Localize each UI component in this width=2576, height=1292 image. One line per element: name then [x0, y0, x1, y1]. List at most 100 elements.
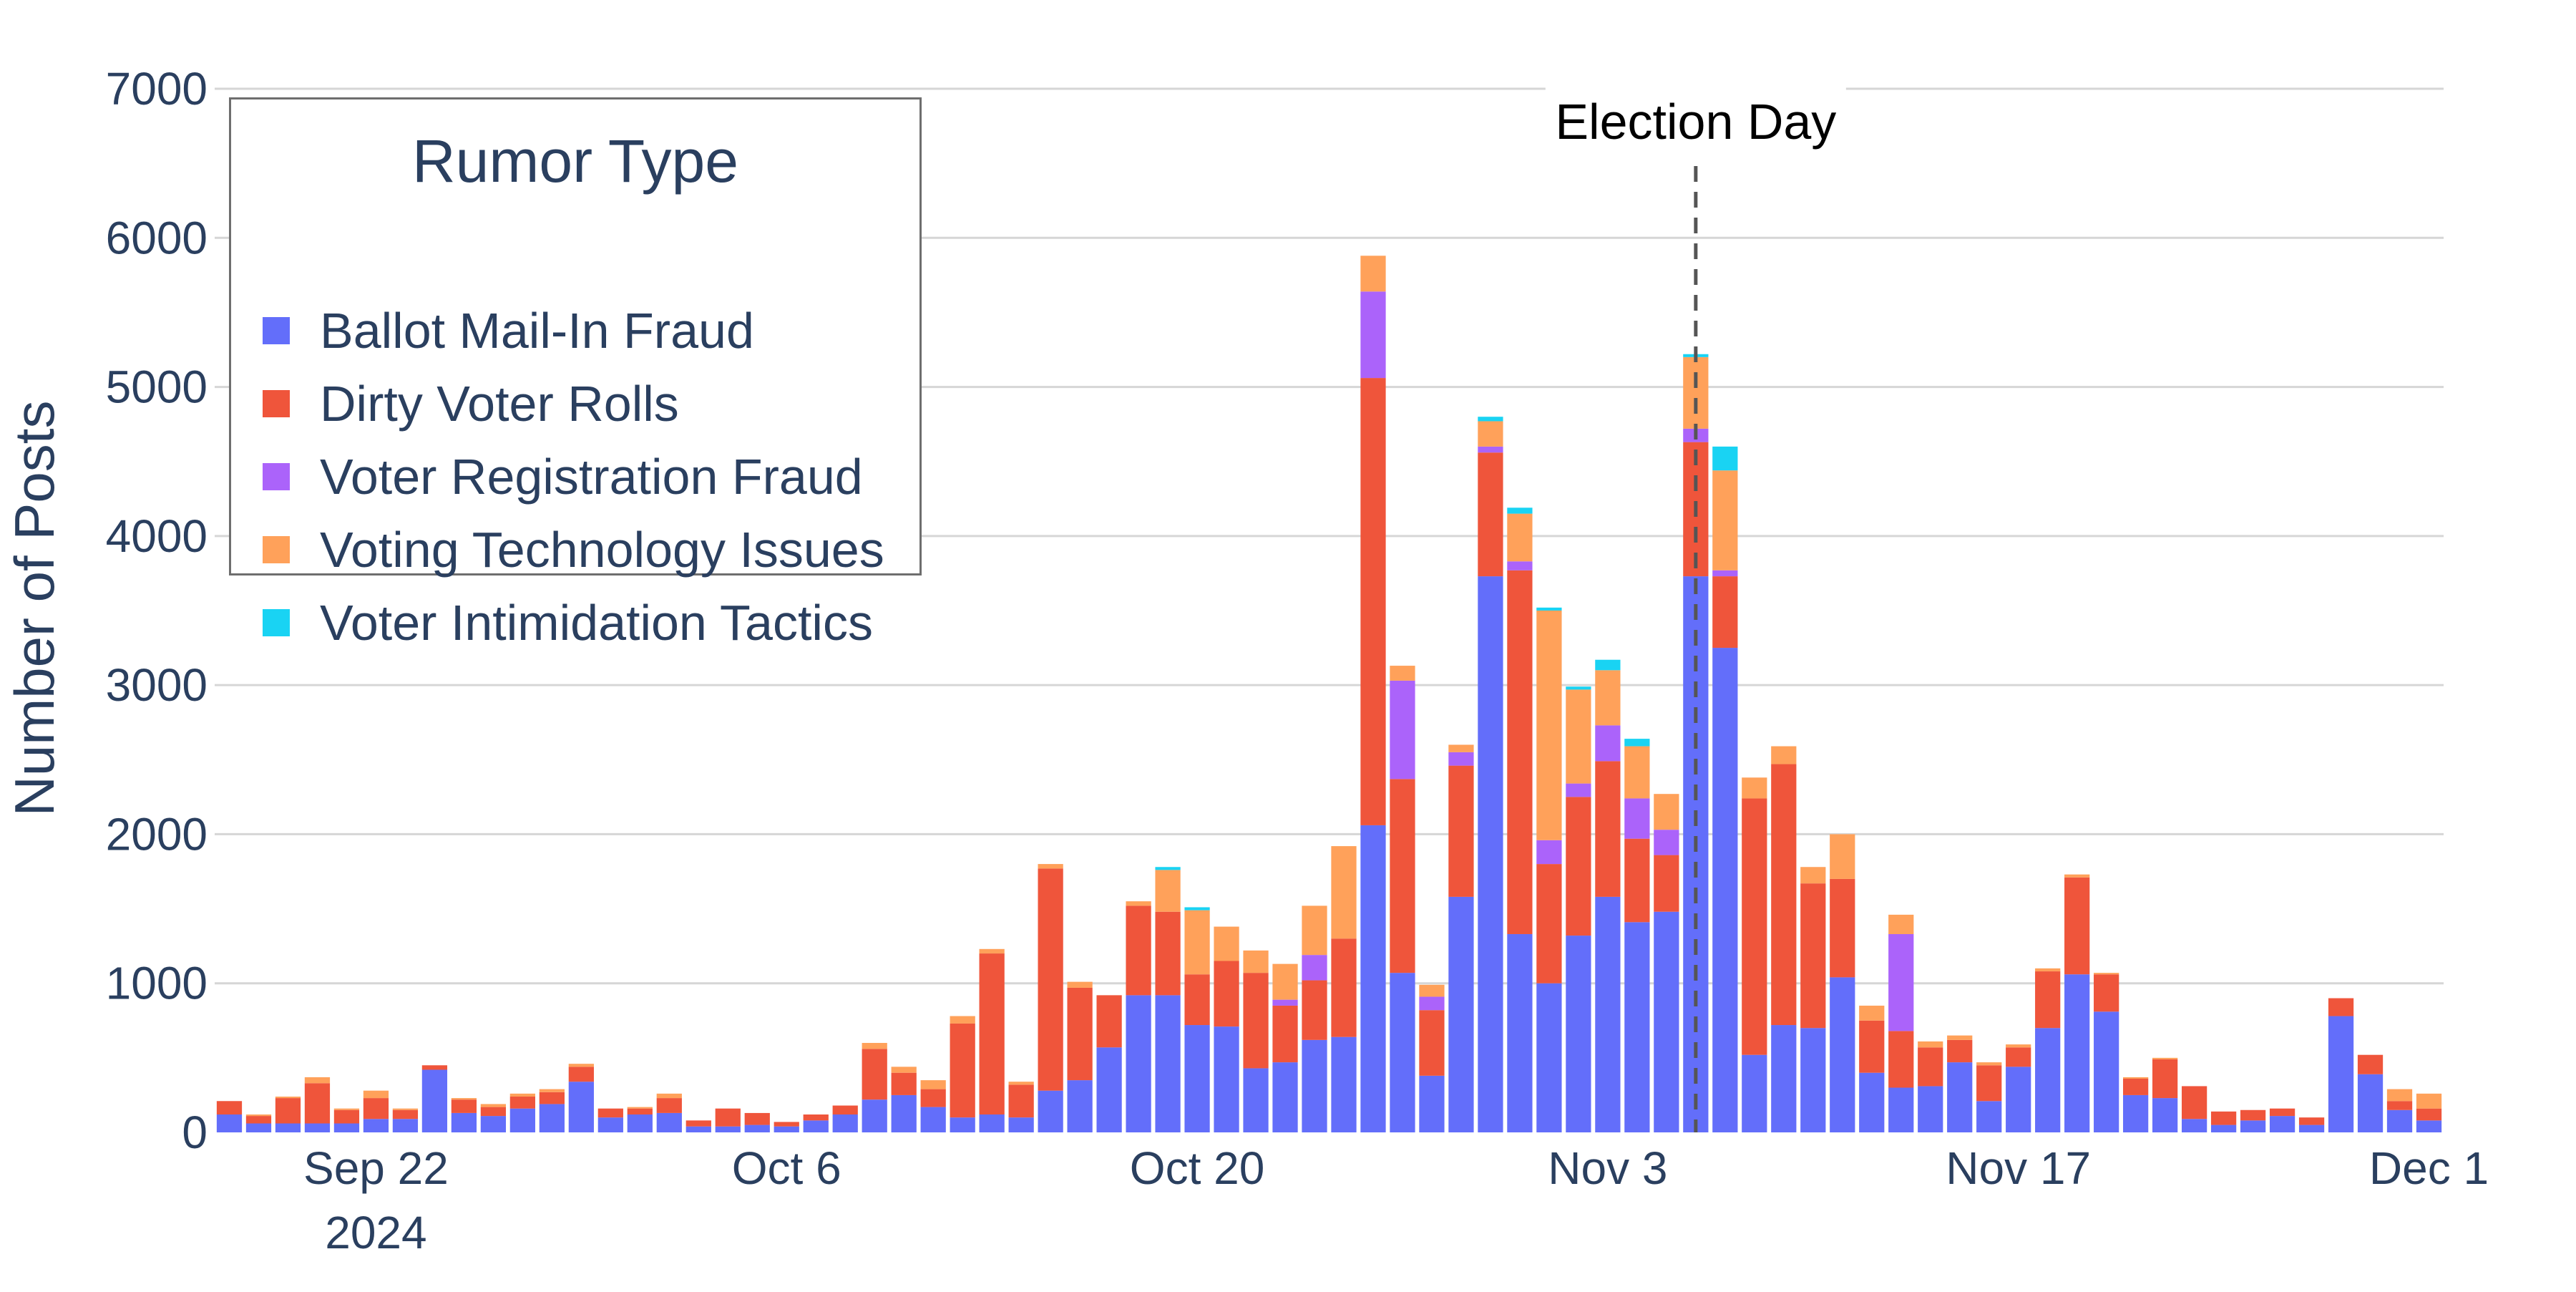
bar-segment[interactable]: [803, 1114, 829, 1121]
bar-segment[interactable]: [1390, 973, 1415, 1132]
bar-segment[interactable]: [568, 1082, 594, 1132]
bar-segment[interactable]: [979, 953, 1005, 1115]
bar-segment[interactable]: [950, 1117, 975, 1132]
bar-segment[interactable]: [1507, 933, 1533, 1132]
bar-segment[interactable]: [627, 1107, 653, 1109]
bar-segment[interactable]: [1448, 744, 1474, 752]
bar-segment[interactable]: [1096, 995, 1122, 1048]
bar-segment[interactable]: [832, 1105, 858, 1115]
bar-segment[interactable]: [539, 1089, 565, 1092]
bar-segment[interactable]: [1888, 914, 1914, 934]
bar-segment[interactable]: [2298, 1117, 2325, 1125]
bar-segment[interactable]: [656, 1112, 682, 1132]
bar-segment[interactable]: [2152, 1057, 2178, 1059]
bar-segment[interactable]: [1566, 686, 1591, 690]
bar-segment[interactable]: [1067, 1080, 1093, 1132]
bar-segment[interactable]: [2386, 1089, 2413, 1102]
bar-segment[interactable]: [1683, 356, 1709, 429]
bar-segment[interactable]: [2357, 1054, 2384, 1074]
bar-segment[interactable]: [1331, 846, 1357, 939]
bar-segment[interactable]: [1096, 1047, 1122, 1132]
bar-segment[interactable]: [1800, 867, 1826, 884]
bar-segment[interactable]: [1566, 797, 1591, 936]
bar-segment[interactable]: [1302, 905, 1327, 956]
bar-segment[interactable]: [1507, 561, 1533, 570]
bar-segment[interactable]: [2328, 998, 2354, 1016]
bar-segment[interactable]: [275, 1097, 301, 1099]
bar-segment[interactable]: [1243, 1068, 1269, 1132]
bar-segment[interactable]: [1595, 725, 1621, 762]
bar-segment[interactable]: [1390, 680, 1415, 779]
bar-segment[interactable]: [1243, 973, 1269, 1069]
bar-segment[interactable]: [1008, 1082, 1034, 1085]
bar-segment[interactable]: [2064, 974, 2090, 1132]
bar-segment[interactable]: [656, 1093, 682, 1099]
bar-segment[interactable]: [979, 1114, 1005, 1132]
bar-segment[interactable]: [1536, 983, 1562, 1132]
bar-segment[interactable]: [1536, 840, 1562, 865]
legend-item-voter-intimidation-tactics[interactable]: Voter Intimidation Tactics: [263, 591, 873, 655]
bar-segment[interactable]: [2210, 1125, 2237, 1132]
bar-segment[interactable]: [1214, 926, 1239, 961]
bar-segment[interactable]: [1038, 1090, 1063, 1132]
bar-segment[interactable]: [1712, 576, 1738, 649]
bar-segment[interactable]: [1595, 896, 1621, 1132]
bar-segment[interactable]: [1712, 470, 1738, 570]
bar-segment[interactable]: [891, 1072, 917, 1095]
bar-segment[interactable]: [1448, 896, 1474, 1132]
bar-segment[interactable]: [1947, 1035, 1973, 1040]
bar-segment[interactable]: [1712, 648, 1738, 1132]
bar-segment[interactable]: [1008, 1117, 1034, 1132]
bar-segment[interactable]: [451, 1098, 477, 1100]
bar-segment[interactable]: [1008, 1084, 1034, 1118]
bar-segment[interactable]: [1507, 570, 1533, 934]
bar-segment[interactable]: [774, 1126, 799, 1132]
bar-segment[interactable]: [2210, 1111, 2237, 1125]
bar-segment[interactable]: [2064, 874, 2090, 878]
bar-segment[interactable]: [245, 1123, 272, 1132]
bar-segment[interactable]: [2181, 1086, 2207, 1119]
bar-segment[interactable]: [2269, 1108, 2296, 1117]
bar-segment[interactable]: [1859, 1020, 1885, 1073]
bar-segment[interactable]: [1742, 777, 1767, 799]
bar-segment[interactable]: [1888, 933, 1914, 1031]
bar-segment[interactable]: [480, 1104, 506, 1107]
bar-segment[interactable]: [1624, 838, 1650, 923]
bar-segment[interactable]: [715, 1126, 741, 1132]
bar-segment[interactable]: [920, 1107, 946, 1132]
bar-segment[interactable]: [627, 1114, 653, 1132]
bar-segment[interactable]: [1272, 1005, 1298, 1063]
bar-segment[interactable]: [1331, 1036, 1357, 1132]
bar-segment[interactable]: [1830, 977, 1855, 1132]
bar-segment[interactable]: [1155, 867, 1181, 870]
bar-segment[interactable]: [1947, 1039, 1973, 1063]
bar-segment[interactable]: [1976, 1101, 2002, 1132]
bar-segment[interactable]: [568, 1067, 594, 1082]
bar-segment[interactable]: [1419, 996, 1445, 1011]
bar-segment[interactable]: [245, 1114, 272, 1117]
bar-segment[interactable]: [1478, 421, 1503, 447]
bar-segment[interactable]: [1038, 864, 1063, 869]
bar-segment[interactable]: [363, 1119, 389, 1132]
bar-segment[interactable]: [392, 1108, 419, 1110]
bar-segment[interactable]: [1654, 855, 1679, 912]
bar-segment[interactable]: [803, 1120, 829, 1132]
bar-segment[interactable]: [304, 1083, 331, 1124]
bar-segment[interactable]: [304, 1123, 331, 1132]
bar-segment[interactable]: [1478, 417, 1503, 422]
bar-segment[interactable]: [920, 1089, 946, 1107]
bar-segment[interactable]: [1918, 1086, 1943, 1132]
bar-segment[interactable]: [1771, 764, 1797, 1026]
bar-segment[interactable]: [1184, 910, 1210, 975]
bar-segment[interactable]: [744, 1112, 770, 1125]
bar-segment[interactable]: [920, 1080, 946, 1089]
bar-segment[interactable]: [2094, 974, 2119, 1012]
bar-segment[interactable]: [1888, 1087, 1914, 1132]
bar-segment[interactable]: [2240, 1120, 2266, 1132]
bar-segment[interactable]: [1654, 830, 1679, 855]
bar-segment[interactable]: [2416, 1093, 2442, 1109]
bar-segment[interactable]: [1624, 922, 1650, 1132]
bar-segment[interactable]: [2006, 1044, 2031, 1048]
bar-segment[interactable]: [1214, 961, 1239, 1027]
bar-segment[interactable]: [1419, 1075, 1445, 1132]
